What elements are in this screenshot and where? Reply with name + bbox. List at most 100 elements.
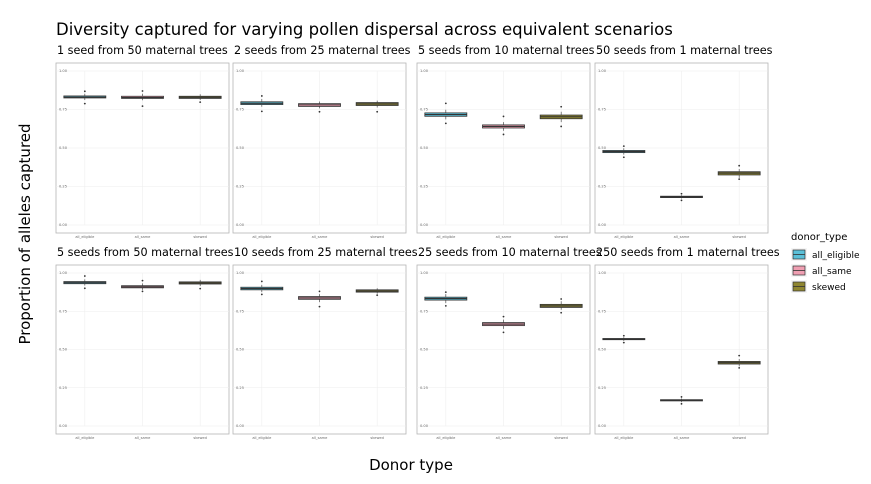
facet-panel: 1 seed from 50 maternal trees 0.00 0.25 0.5… bbox=[55, 44, 230, 239]
x-tick-label: skewed bbox=[193, 436, 206, 440]
x-tick-label: skewed bbox=[554, 436, 567, 440]
facet-panels: 1 seed from 50 maternal trees 0.00 0.25 0.5… bbox=[55, 44, 780, 440]
y-tick-label: 1.00 bbox=[420, 69, 429, 73]
box-all_same bbox=[482, 315, 525, 334]
outlier-point bbox=[738, 354, 741, 357]
outlier-point bbox=[738, 178, 741, 181]
y-tick-label: 0.25 bbox=[598, 185, 606, 189]
y-tick-label: 0.25 bbox=[236, 185, 244, 189]
facet-strip-label: 250 seeds from 1 maternal trees bbox=[596, 246, 780, 259]
facet-panel: 50 seeds from 1 maternal trees 0.00 0.25 0.… bbox=[594, 44, 773, 239]
facet-panel: 2 seeds from 25 maternal trees 0.00 0.25 0.… bbox=[232, 44, 411, 239]
y-tick-label: 0.25 bbox=[598, 386, 606, 390]
y-tick-label: 0.00 bbox=[420, 424, 429, 428]
outlier-point bbox=[444, 291, 447, 294]
box-all_eligible bbox=[63, 90, 107, 105]
x-tick-label: all_same bbox=[312, 235, 329, 239]
y-tick-label: 0.75 bbox=[59, 309, 67, 313]
facet-strip-label: 5 seeds from 50 maternal trees bbox=[57, 246, 234, 259]
legend-label: all_same bbox=[812, 267, 852, 277]
y-tick-label: 0.50 bbox=[598, 348, 607, 352]
outlier-point bbox=[318, 305, 321, 308]
facet-panel: 5 seeds from 50 maternal trees 0.00 0.25 0.… bbox=[55, 246, 234, 440]
y-tick-label: 0.00 bbox=[420, 223, 429, 227]
box-all_same bbox=[482, 115, 525, 136]
box-all_same bbox=[660, 396, 703, 405]
box-all_eligible bbox=[240, 95, 284, 113]
y-tick-label: 0.25 bbox=[59, 185, 67, 189]
y-tick-label: 0.50 bbox=[236, 348, 245, 352]
y-tick-label: 0.00 bbox=[598, 424, 607, 428]
y-tick-label: 0.00 bbox=[236, 424, 245, 428]
outlier-point bbox=[141, 279, 144, 282]
y-tick-label: 0.25 bbox=[420, 185, 428, 189]
box-skewed bbox=[355, 100, 399, 113]
y-tick-label: 0.50 bbox=[59, 348, 68, 352]
x-tick-label: skewed bbox=[732, 235, 745, 239]
x-tick-label: all_eligible bbox=[614, 436, 634, 440]
facet-panel: 25 seeds from 10 maternal trees 0.00 0.25 0… bbox=[416, 246, 602, 440]
outlier-point bbox=[502, 331, 505, 334]
outlier-point bbox=[83, 275, 86, 277]
y-tick-label: 1.00 bbox=[59, 69, 68, 73]
outlier-point bbox=[560, 125, 563, 128]
outlier-point bbox=[199, 287, 202, 290]
x-tick-label: all_eligible bbox=[436, 235, 456, 239]
y-axis-title: Proportion of alleles captured bbox=[16, 123, 34, 344]
x-tick-label: skewed bbox=[370, 235, 383, 239]
legend-item-all_same: all_same bbox=[791, 264, 852, 277]
outlier-point bbox=[141, 90, 144, 92]
outlier-point bbox=[444, 304, 447, 307]
y-tick-label: 1.00 bbox=[598, 271, 607, 275]
outlier-point bbox=[680, 396, 683, 398]
outlier-point bbox=[83, 90, 86, 93]
box-all_eligible bbox=[602, 145, 646, 159]
y-tick-label: 0.75 bbox=[598, 309, 606, 313]
y-tick-label: 0.50 bbox=[59, 146, 68, 150]
y-tick-label: 0.50 bbox=[420, 146, 429, 150]
outlier-point bbox=[260, 293, 263, 296]
facet-strip-label: 5 seeds from 10 maternal trees bbox=[418, 44, 595, 57]
y-tick-label: 1.00 bbox=[236, 271, 245, 275]
facet-strip-label: 2 seeds from 25 maternal trees bbox=[234, 44, 411, 57]
y-tick-label: 0.50 bbox=[420, 348, 429, 352]
y-tick-label: 0.75 bbox=[236, 108, 244, 112]
box-skewed bbox=[178, 279, 222, 290]
y-tick-label: 0.00 bbox=[236, 223, 245, 227]
facet-panel: 5 seeds from 10 maternal trees 0.00 0.25 0.… bbox=[416, 44, 595, 239]
x-tick-label: all_eligible bbox=[436, 436, 456, 440]
outlier-point bbox=[141, 290, 144, 293]
facet-panel: 10 seeds from 25 maternal trees 0.00 0.25 0… bbox=[232, 246, 418, 440]
outlier-point bbox=[260, 280, 263, 283]
x-tick-label: all_eligible bbox=[75, 436, 95, 440]
y-tick-label: 1.00 bbox=[236, 69, 245, 73]
box-all_eligible bbox=[424, 291, 468, 307]
y-tick-label: 0.75 bbox=[420, 108, 428, 112]
box-all_same bbox=[298, 101, 341, 113]
y-tick-label: 0.25 bbox=[59, 386, 67, 390]
outlier-point bbox=[560, 298, 563, 300]
outlier-point bbox=[83, 287, 86, 290]
box-skewed bbox=[539, 298, 583, 314]
outlier-point bbox=[376, 294, 379, 297]
outlier-point bbox=[260, 110, 263, 113]
outlier-point bbox=[738, 366, 741, 369]
outlier-point bbox=[199, 101, 202, 104]
outlier-point bbox=[502, 115, 505, 118]
legend-label: skewed bbox=[812, 283, 846, 293]
outlier-point bbox=[260, 95, 263, 97]
legend-item-skewed: skewed bbox=[791, 280, 846, 293]
x-tick-label: skewed bbox=[554, 235, 567, 239]
outlier-point bbox=[622, 334, 625, 337]
box-skewed bbox=[355, 288, 399, 297]
box-all_eligible bbox=[240, 280, 284, 296]
x-tick-label: all_same bbox=[312, 436, 329, 440]
x-tick-label: skewed bbox=[193, 235, 206, 239]
legend-title: donor_type bbox=[791, 232, 847, 243]
outlier-point bbox=[680, 199, 683, 202]
box-all_same bbox=[298, 290, 341, 308]
y-tick-label: 0.75 bbox=[420, 309, 428, 313]
box-all_eligible bbox=[63, 275, 107, 290]
box-skewed bbox=[717, 164, 761, 181]
